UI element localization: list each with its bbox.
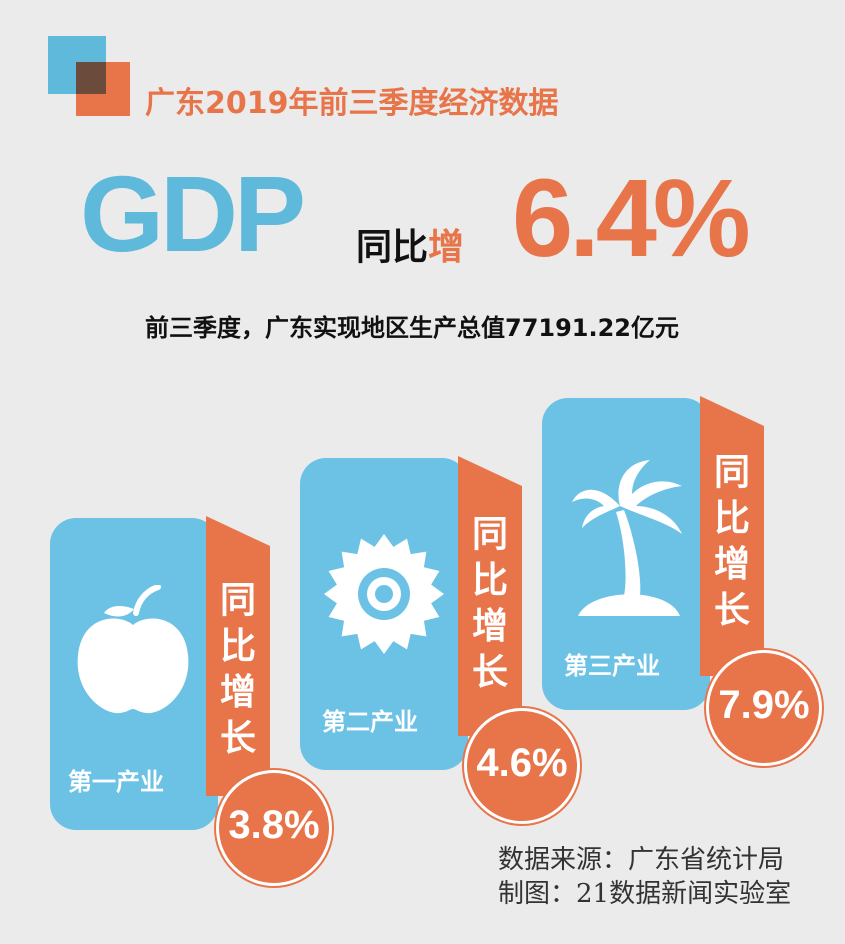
card-label-primary: 第一产业 — [68, 768, 164, 796]
card-label-secondary: 第二产业 — [322, 708, 418, 736]
gdp-label: GDP — [80, 153, 306, 274]
yoy-prefix: 同比 — [356, 227, 429, 268]
source-line: 数据来源：广东省统计局 — [498, 845, 785, 875]
logo-square-overlap — [76, 62, 106, 94]
palm-tree-icon — [572, 460, 682, 616]
yoy-label: 同比增 — [356, 218, 464, 270]
rate-circle-tertiary: 7.9% — [706, 650, 822, 766]
rate-primary: 3.8% — [228, 803, 320, 847]
source-credit: 数据来源：广东省统计局 制图：21数据新闻实验室 — [498, 843, 791, 911]
sun-icon — [324, 534, 444, 654]
ribbon-secondary — [458, 456, 522, 736]
credit-line: 制图：21数据新闻实验室 — [498, 879, 792, 909]
page-title: 广东2019年前三季度经济数据 — [145, 86, 559, 121]
yoy-increase: 增 — [428, 227, 465, 268]
rate-secondary: 4.6% — [476, 741, 568, 785]
subtitle: 前三季度，广东实现地区生产总值77191.22亿元 — [145, 314, 680, 342]
rate-tertiary: 7.9% — [718, 683, 810, 727]
card-label-tertiary: 第三产业 — [564, 652, 660, 680]
ribbon-primary — [206, 516, 270, 796]
ribbon-text-secondary: 同比增长 — [471, 514, 508, 693]
ribbon-text-primary: 同比增长 — [219, 580, 256, 759]
ribbon-tertiary — [700, 396, 764, 676]
ribbon-text-tertiary: 同比增长 — [713, 452, 750, 631]
rate-circle-secondary: 4.6% — [464, 708, 580, 824]
apple-icon — [77, 585, 189, 714]
rate-circle-primary: 3.8% — [216, 770, 332, 886]
gdp-growth-rate: 6.4% — [512, 157, 751, 280]
